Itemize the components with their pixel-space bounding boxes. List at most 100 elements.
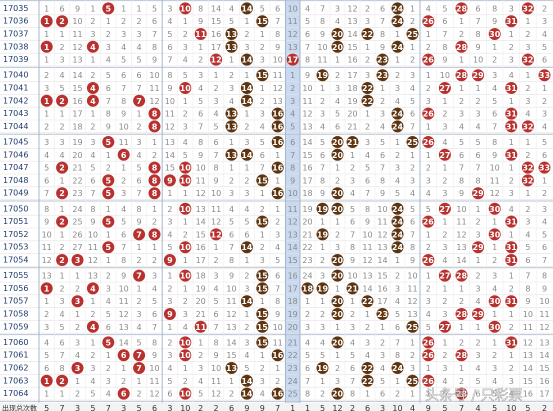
- missing-count: 1: [137, 243, 142, 252]
- ball-number: 15: [257, 284, 269, 293]
- missing-count: 4: [442, 256, 447, 265]
- missing-count: 1: [509, 97, 514, 106]
- missing-count: 11: [119, 297, 129, 306]
- missing-count: 1: [492, 338, 497, 347]
- ball-number: 5: [106, 218, 112, 227]
- missing-count: 5: [44, 351, 49, 360]
- missing-count: 17: [377, 297, 387, 306]
- missing-count: 9: [214, 351, 219, 360]
- missing-count: 9: [137, 218, 142, 227]
- missing-count: 1: [335, 323, 340, 332]
- missing-count: 2: [320, 390, 325, 399]
- missing-count: 1: [137, 110, 142, 119]
- hit-ball: [361, 28, 374, 40]
- total-count: 5: [90, 404, 95, 411]
- missing-count: 6: [167, 390, 172, 399]
- missing-count: 4: [492, 284, 497, 293]
- missing-count: 1: [459, 364, 464, 373]
- missing-count: 1: [183, 218, 188, 227]
- missing-count: 2: [320, 256, 325, 265]
- missing-count: 1: [137, 284, 142, 293]
- missing-count: 1: [395, 56, 400, 65]
- hit-ball: [148, 228, 161, 241]
- ball-number: 20: [332, 310, 344, 319]
- missing-count: 1: [426, 71, 431, 80]
- total-count: 10: [180, 404, 190, 411]
- missing-count: 3: [442, 310, 447, 319]
- missing-count: 2: [525, 205, 530, 214]
- hit-ball: [102, 187, 115, 200]
- hit-ball: [538, 69, 551, 82]
- missing-count: 7: [290, 151, 295, 160]
- missing-count: 2: [121, 377, 126, 386]
- missing-count: 2: [44, 310, 49, 319]
- hit-ball: [194, 320, 207, 333]
- ball-number: 30: [489, 230, 501, 239]
- missing-count: 2: [152, 256, 157, 265]
- hit-ball: [316, 362, 329, 374]
- missing-count: 5: [44, 164, 49, 173]
- missing-count: 5: [320, 351, 325, 360]
- hit-ball: [455, 387, 468, 400]
- missing-count: 8: [229, 256, 234, 265]
- hit-ball: [148, 187, 161, 200]
- total-count: 4: [476, 404, 481, 411]
- missing-count: 3: [365, 138, 370, 147]
- missing-count: 1: [459, 17, 464, 26]
- missing-count: 3: [75, 338, 80, 347]
- hit-ball: [488, 295, 501, 308]
- ball-number: 24: [392, 122, 404, 131]
- total-count: 3: [380, 404, 385, 411]
- missing-count: 1: [75, 377, 80, 386]
- hit-ball: [391, 228, 404, 241]
- missing-count: 12: [119, 310, 129, 319]
- ball-number: 5: [106, 243, 112, 252]
- hit-ball: [133, 349, 146, 362]
- ball-number: 1: [44, 43, 50, 52]
- ball-number: 7: [136, 230, 142, 239]
- footer-bg: [0, 402, 553, 411]
- ball-number: 20: [332, 189, 344, 198]
- missing-count: 1: [380, 323, 385, 332]
- missing-count: 21: [347, 122, 357, 131]
- missing-count: 6: [137, 71, 142, 80]
- hit-ball: [438, 320, 451, 333]
- period: 17054: [3, 256, 28, 265]
- missing-count: 18: [302, 189, 312, 198]
- hit-ball: [148, 120, 161, 133]
- hit-ball: [406, 136, 419, 148]
- missing-count: 7: [350, 230, 355, 239]
- ball-number: 20: [332, 338, 344, 347]
- missing-count: 6: [492, 110, 497, 119]
- missing-count: 6: [121, 71, 126, 80]
- missing-count: 12: [456, 230, 466, 239]
- missing-count: 4: [275, 243, 280, 252]
- hit-ball: [86, 94, 99, 107]
- missing-count: 1: [426, 364, 431, 373]
- hit-ball: [240, 241, 253, 254]
- hit-ball: [225, 120, 238, 133]
- missing-count: 4: [305, 4, 310, 13]
- period: 17041: [3, 84, 28, 93]
- hit-ball: [179, 241, 192, 254]
- ball-number: 28: [456, 71, 468, 80]
- missing-count: 3: [509, 189, 514, 198]
- hit-ball: [102, 336, 115, 349]
- missing-count: 14: [211, 4, 221, 13]
- missing-count: 2: [335, 364, 340, 373]
- total-count: 7: [60, 404, 65, 411]
- missing-count: 3: [121, 189, 126, 198]
- period: 17053: [3, 243, 28, 252]
- hit-ball: [56, 187, 69, 200]
- hit-ball: [86, 282, 99, 295]
- missing-count: 1: [365, 310, 370, 319]
- missing-count: 9: [44, 218, 49, 227]
- missing-count: 9: [198, 151, 203, 160]
- ball-number: 1: [44, 97, 50, 106]
- footer-label: 出现总次数: [2, 403, 37, 411]
- missing-count: 2: [395, 151, 400, 160]
- missing-count: 19: [196, 284, 206, 293]
- hit-ball: [71, 362, 84, 374]
- period: 17061: [3, 351, 28, 360]
- ball-number: 7: [136, 364, 142, 373]
